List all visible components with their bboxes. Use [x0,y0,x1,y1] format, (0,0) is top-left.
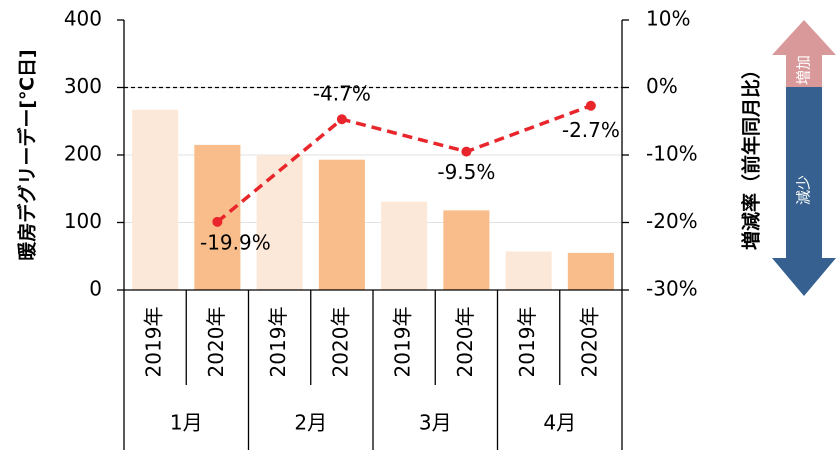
line-point [212,216,223,227]
x-group-label: 2月 [294,411,327,435]
y-tick-label: 300 [64,74,102,98]
x-tick-label: 2019年 [391,307,415,378]
bar [567,252,614,290]
x-tick-label: 2020年 [204,307,228,378]
bar [256,155,303,290]
x-tick-label: 2020年 [328,307,352,378]
y2-tick-label: -20% [646,209,698,233]
decrease-label: 減少 [795,175,813,205]
y-tick-label: 200 [64,142,102,166]
bar [132,109,179,291]
x-tick-label: 2020年 [577,307,601,378]
line-point [585,100,596,111]
y2-tick-label: -30% [646,277,698,301]
data-label: -4.7% [313,82,371,106]
x-group-label: 1月 [170,411,203,435]
x-tick-label: 2019年 [515,307,539,378]
bar [318,159,365,290]
y2-axis-label: 増減率（前年同月比） [740,60,763,250]
y-axis-label: 暖房デグリーデー[℃日] [16,49,39,260]
bar [381,201,428,290]
y2-tick-label: 0% [646,74,678,98]
line-point [336,114,347,125]
bar [443,210,490,290]
y2-tick-label: -10% [646,142,698,166]
y-tick-label: 100 [64,209,102,233]
y-tick-label: 400 [64,7,102,31]
y2-tick-label: 10% [646,7,690,31]
data-label: -2.7% [562,118,620,142]
x-tick-label: 2019年 [266,307,290,378]
data-label: -9.5% [437,160,495,184]
line [216,104,592,224]
x-tick-label: 2019年 [142,307,166,378]
x-group-label: 3月 [419,411,452,435]
bar [505,251,552,290]
x-tick-label: 2020年 [453,307,477,378]
y-tick-label: 0 [89,277,102,301]
increase-arrow [772,20,836,87]
line-point [461,146,472,157]
data-label: -19.9% [200,230,271,254]
increase-label: 増加 [795,55,813,85]
decrease-arrow [772,87,836,296]
x-group-label: 4月 [543,411,576,435]
